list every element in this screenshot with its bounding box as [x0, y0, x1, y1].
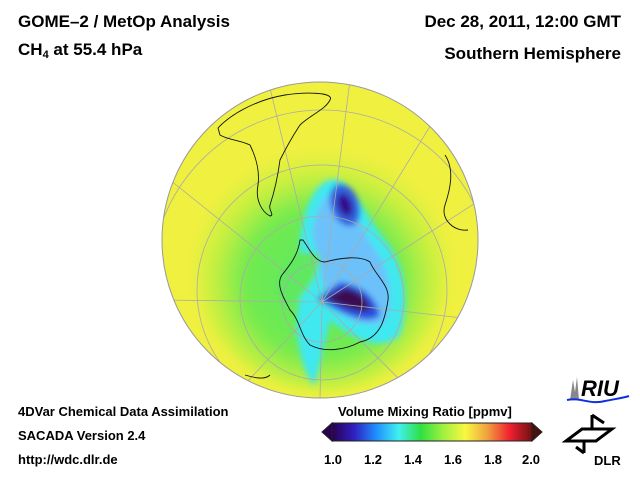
pressure-level: at 55.4 hPa [48, 40, 143, 59]
antarctica-coast [279, 239, 389, 351]
svg-text:RIU: RIU [581, 376, 620, 401]
graticule [162, 82, 478, 398]
map-title: GOME–2 / MetOp Analysis [18, 12, 230, 31]
date-label: Dec 28, 2011, 12:00 GMT [424, 12, 621, 31]
species-label: CH4 at 55.4 hPa [18, 40, 142, 61]
colorbar-tick: 1.6 [443, 452, 463, 467]
new-zealand-coast [244, 374, 271, 379]
globe-outline [161, 81, 479, 399]
hemisphere-label: Southern Hemisphere [444, 44, 621, 63]
footer-line-1: 4DVar Chemical Data Assimilation [18, 404, 229, 419]
colorbar-tick: 2.0 [521, 452, 541, 467]
south-america-coast [217, 92, 331, 217]
species-subscript: 4 [42, 49, 49, 61]
footer-line-2: SACADA Version 2.4 [18, 428, 146, 443]
colorbar-low-arrow [321, 422, 333, 443]
colorbar-tick: 1.0 [323, 452, 343, 467]
colorbar [321, 422, 543, 443]
africa-coast [443, 154, 469, 231]
species: CH [18, 40, 43, 59]
globe-map [161, 81, 479, 399]
colorbar-tick: 1.2 [363, 452, 383, 467]
footer-link[interactable]: http://wdc.dlr.de [18, 452, 118, 467]
riu-logo: RIU [566, 376, 630, 404]
coastlines [217, 92, 469, 379]
svg-text:DLR: DLR [594, 453, 621, 468]
colorbar-gradient [331, 422, 533, 442]
colorbar-title: Volume Mixing Ratio [ppmv] [338, 404, 512, 419]
colorbar-high-arrow [531, 422, 543, 443]
colorbar-tick: 1.4 [403, 452, 423, 467]
colorbar-tick: 1.8 [483, 452, 503, 467]
dlr-logo: DLR [562, 413, 621, 468]
